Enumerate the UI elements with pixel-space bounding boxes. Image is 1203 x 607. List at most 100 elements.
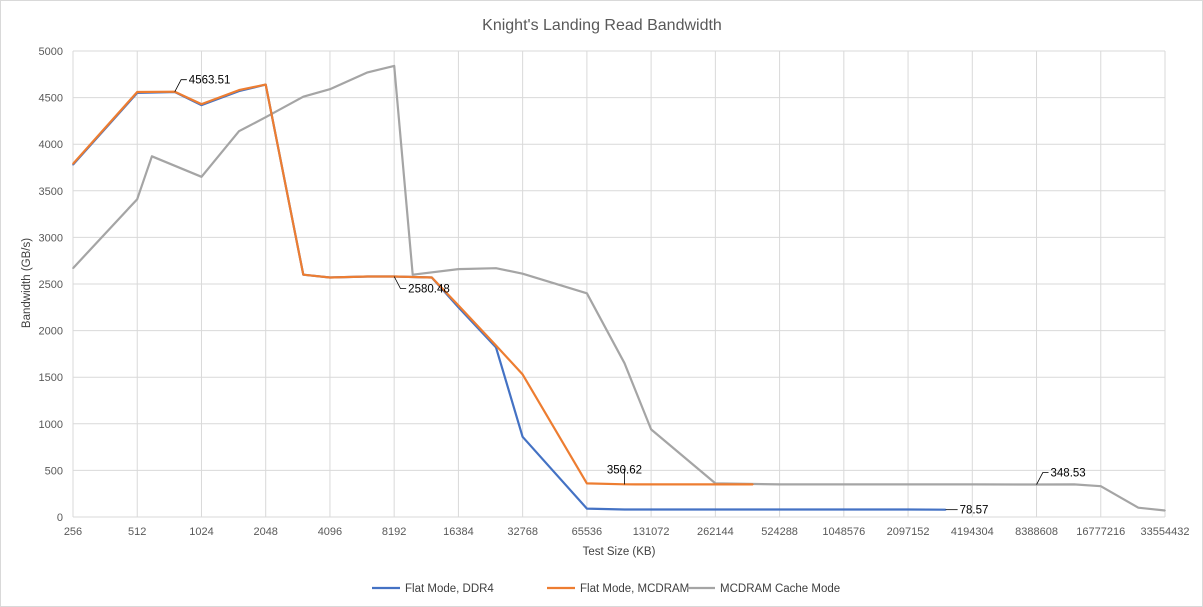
x-tick-label: 524288 bbox=[761, 526, 798, 538]
y-tick-label: 2500 bbox=[39, 279, 63, 291]
data-point bbox=[907, 508, 909, 511]
x-tick-label: 2097152 bbox=[887, 526, 930, 538]
series-line-0 bbox=[72, 83, 946, 511]
data-point bbox=[843, 483, 845, 486]
data-point bbox=[136, 91, 139, 93]
x-tick-label: 65536 bbox=[572, 526, 603, 538]
x-tick-label: 131072 bbox=[633, 526, 670, 538]
y-axis-ticks: 0 500 1000 1500 2000 2500 3000 3500 4000 4500 5000 bbox=[39, 46, 63, 524]
y-tick-label: 1000 bbox=[39, 419, 63, 431]
data-point bbox=[72, 267, 74, 269]
data-point bbox=[457, 304, 460, 307]
data-point bbox=[200, 103, 203, 105]
data-point bbox=[778, 483, 781, 486]
data-point bbox=[971, 483, 974, 486]
x-tick-label: 8388608 bbox=[1015, 526, 1058, 538]
data-point bbox=[623, 362, 626, 365]
legend-label: Flat Mode, MCDRAM bbox=[580, 583, 689, 595]
data-point bbox=[650, 483, 652, 486]
x-tick-label: 4096 bbox=[318, 526, 342, 538]
y-axis-title: Bandwidth (GB/s) bbox=[21, 238, 33, 328]
data-point bbox=[752, 508, 754, 511]
data-point bbox=[907, 483, 909, 486]
data-point bbox=[411, 273, 414, 276]
data-point bbox=[302, 95, 305, 98]
series-line-1 bbox=[72, 83, 753, 486]
y-tick-label: 5000 bbox=[39, 46, 63, 58]
grid bbox=[72, 50, 1166, 518]
x-tick-label: 1024 bbox=[189, 526, 213, 538]
data-point bbox=[136, 198, 139, 200]
data-point bbox=[714, 508, 717, 511]
y-tick-label: 3500 bbox=[39, 186, 63, 198]
data-point bbox=[714, 483, 717, 486]
data-point bbox=[72, 162, 74, 165]
data-label-leader bbox=[622, 468, 625, 485]
data-point bbox=[521, 373, 524, 376]
x-tick-label: 2048 bbox=[253, 526, 277, 538]
data-label: 2580.48 bbox=[408, 283, 450, 295]
data-label: 4563.51 bbox=[189, 75, 231, 87]
x-tick-label: 8192 bbox=[382, 526, 406, 538]
x-tick-label: 16777216 bbox=[1076, 526, 1125, 538]
y-tick-label: 500 bbox=[45, 465, 63, 477]
data-point bbox=[264, 116, 267, 118]
plot-area bbox=[72, 64, 1166, 512]
data-point bbox=[586, 482, 588, 485]
data-point bbox=[1164, 509, 1166, 512]
data-point bbox=[650, 428, 652, 431]
y-tick-label: 4500 bbox=[39, 93, 63, 105]
x-tick-label: 256 bbox=[64, 526, 82, 538]
x-axis-title: Test Size (KB) bbox=[583, 546, 656, 558]
data-point bbox=[586, 507, 588, 510]
legend-label: Flat Mode, DDR4 bbox=[405, 583, 494, 595]
data-point bbox=[238, 89, 240, 91]
data-point bbox=[495, 344, 497, 347]
data-label: 78.57 bbox=[960, 505, 989, 517]
x-tick-label: 4194304 bbox=[951, 526, 994, 538]
x-tick-label: 33554432 bbox=[1141, 526, 1190, 538]
x-axis-ticks: 256 512 1024 2048 4096 8192 16384 32768 65536 131… bbox=[64, 526, 1190, 538]
data-point bbox=[880, 508, 883, 511]
data-point bbox=[264, 83, 267, 86]
y-tick-label: 3000 bbox=[39, 232, 63, 244]
data-point bbox=[1099, 485, 1102, 488]
data-point bbox=[495, 267, 497, 269]
data-point bbox=[329, 88, 331, 91]
data-point bbox=[302, 273, 305, 276]
legend: Flat Mode, DDR4 Flat Mode, MCDRAM MCDRAM C… bbox=[372, 583, 840, 595]
x-tick-label: 512 bbox=[128, 526, 146, 538]
data-point bbox=[816, 508, 818, 511]
data-label: 348.53 bbox=[1051, 468, 1086, 480]
series-line-2 bbox=[72, 64, 1166, 512]
chart-title: Knight's Landing Read Bandwidth bbox=[482, 17, 722, 34]
data-point bbox=[329, 276, 331, 279]
y-tick-label: 4000 bbox=[39, 139, 63, 151]
data-point bbox=[366, 71, 369, 74]
legend-label: MCDRAM Cache Mode bbox=[720, 583, 840, 595]
data-point bbox=[151, 155, 153, 158]
data-point bbox=[843, 508, 845, 511]
data-labels: 4563.51 2580.48 350.62 78.57 348.53 bbox=[174, 75, 1086, 517]
data-point bbox=[586, 292, 588, 295]
data-point bbox=[687, 483, 690, 486]
data-point bbox=[200, 176, 203, 178]
y-tick-label: 2000 bbox=[39, 326, 63, 338]
data-point bbox=[393, 65, 395, 67]
data-label-leader bbox=[174, 79, 187, 92]
data-point bbox=[430, 276, 433, 279]
y-tick-label: 0 bbox=[57, 512, 63, 524]
data-point bbox=[457, 268, 460, 270]
data-point bbox=[778, 508, 781, 511]
data-point bbox=[366, 275, 369, 278]
data-point bbox=[650, 508, 652, 511]
y-tick-label: 1500 bbox=[39, 372, 63, 384]
legend-item: MCDRAM Cache Mode bbox=[687, 583, 840, 595]
x-tick-label: 1048576 bbox=[822, 526, 865, 538]
legend-item: Flat Mode, MCDRAM bbox=[547, 583, 689, 595]
data-point bbox=[687, 508, 690, 511]
data-point bbox=[623, 508, 626, 511]
x-tick-label: 262144 bbox=[697, 526, 734, 538]
